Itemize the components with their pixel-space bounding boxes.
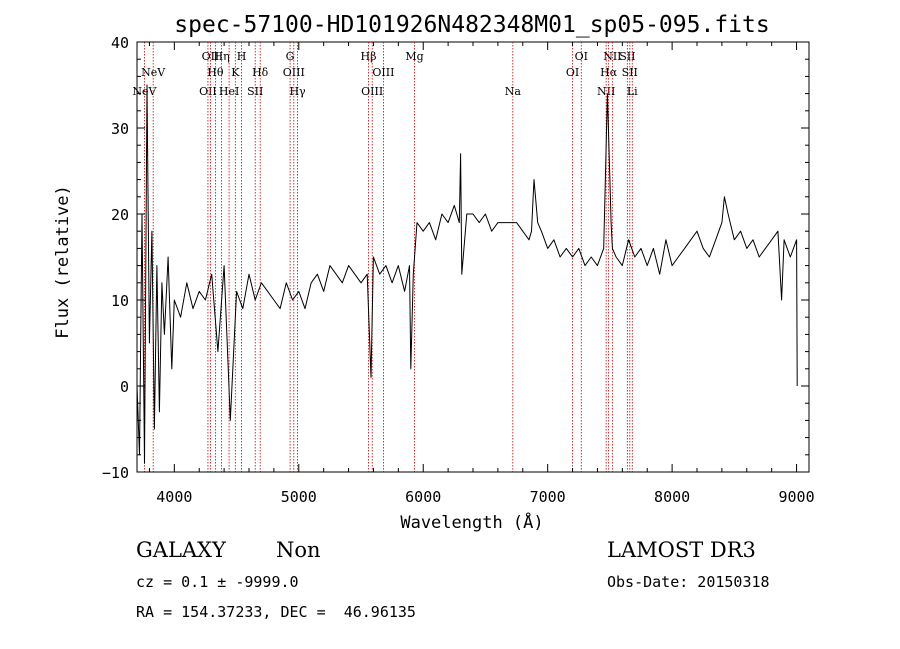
x-tick-label: 5000 (281, 488, 317, 506)
plot-frame (136, 41, 810, 473)
line-marker-label: Hγ (289, 85, 306, 98)
line-marker-label: SII (619, 50, 635, 63)
object-subclass: Non (276, 538, 321, 562)
line-marker-label: SII (622, 66, 638, 79)
y-axis-label: Flux (relative) (53, 185, 73, 339)
line-marker-label: K (231, 66, 240, 79)
y-tick-label: −10 (102, 464, 129, 482)
x-tick-label: 8000 (654, 488, 690, 506)
x-tick-label: 6000 (405, 488, 441, 506)
line-marker-label: OIII (361, 85, 383, 98)
survey-name: LAMOST DR3 (607, 538, 756, 562)
line-marker-label: Na (505, 85, 522, 98)
line-marker-label: Hα (600, 66, 618, 79)
x-axis-label: Wavelength (Å) (400, 511, 543, 533)
line-marker-label: HeI (219, 85, 239, 98)
line-marker-label: OI (575, 50, 588, 63)
redshift-readout: cz = 0.1 ± -9999.0 (136, 573, 299, 591)
plot-border (136, 41, 810, 473)
line-marker-label: NII (603, 50, 621, 63)
line-marker-label: SII (247, 85, 263, 98)
x-tick-label: 4000 (156, 488, 192, 506)
chart-title: spec-57100-HD101926N482348M01_sp05-095.f… (174, 12, 769, 38)
line-marker-label: OII (199, 85, 217, 98)
spectrum-chart: spec-57100-HD101926N482348M01_sp05-095.f… (53, 12, 815, 533)
x-tick-label: 9000 (778, 488, 814, 506)
line-marker-label: OII (202, 50, 220, 63)
line-marker-label: NeV (141, 66, 166, 79)
line-marker-label: Li (627, 85, 638, 98)
y-tick-label: 20 (111, 206, 129, 224)
line-marker-label: Hδ (252, 66, 269, 79)
line-marker-label: Hθ (207, 66, 224, 79)
line-marker-label: OI (566, 66, 579, 79)
line-marker-label: G (286, 50, 295, 63)
line-marker-label: Hη (214, 50, 230, 63)
object-class: GALAXY (136, 538, 226, 562)
axis-ticks: 4000 5000 6000 7000 8000 9000 −10 0 10 20 30 40 (102, 34, 815, 506)
line-marker-label: H (237, 50, 247, 63)
y-tick-label: 10 (111, 292, 129, 310)
line-marker-label: OIII (283, 66, 305, 79)
x-tick-label: 7000 (530, 488, 566, 506)
line-marker-label: NeV (132, 85, 157, 98)
line-marker-label: Hβ (360, 50, 376, 63)
emission-line-markers: NeV NeV OII OII Hθ Hη HeI KH SII Hδ G OIII Hγ Hβ OIII O… (132, 42, 638, 472)
y-tick-label: 0 (120, 378, 129, 396)
obs-date: Obs-Date: 20150318 (607, 573, 770, 591)
line-marker-label: OIII (372, 66, 394, 79)
series-line-flux (136, 84, 798, 464)
line-marker-label: Mg (405, 50, 423, 63)
coordinates: RA = 154.37233, DEC = 46.96135 (136, 603, 416, 621)
y-tick-label: 40 (111, 34, 129, 52)
flux-series (136, 84, 798, 464)
line-marker-label: NII (597, 85, 615, 98)
y-tick-label: 30 (111, 120, 129, 138)
